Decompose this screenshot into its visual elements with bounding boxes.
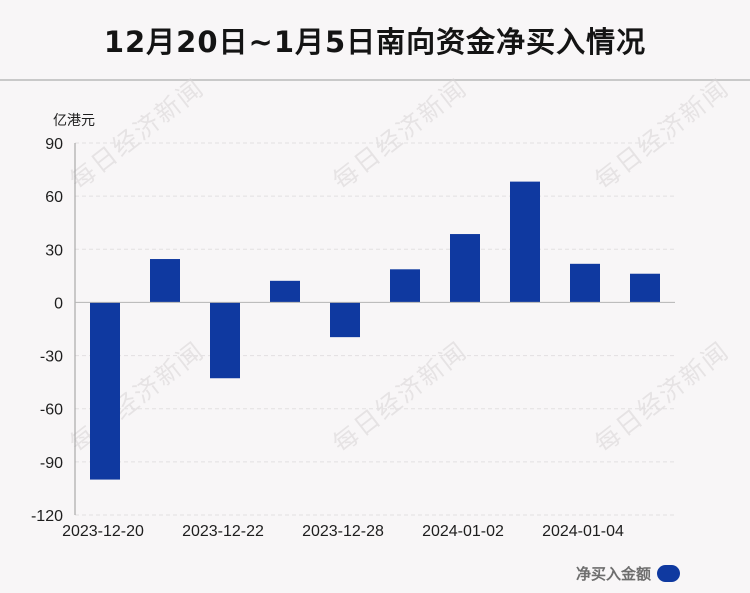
bar: [570, 263, 600, 303]
x-tick-label: 2023-12-20: [62, 523, 144, 540]
x-tick-label: 2024-01-02: [422, 523, 504, 540]
y-tick-label: -120: [31, 508, 63, 525]
bar: [150, 259, 180, 303]
y-tick-label: 90: [45, 136, 63, 153]
bar: [270, 280, 300, 303]
legend-label: 净买入金额: [576, 565, 652, 583]
bar: [510, 181, 540, 303]
x-tick-label: 2024-01-04: [542, 523, 624, 540]
bar: [90, 302, 120, 480]
y-tick-label: 60: [45, 189, 63, 206]
bar: [390, 269, 420, 303]
chart-title: 12月20日~1月5日南向资金净买入情况: [103, 24, 647, 59]
y-tick-label: -30: [40, 349, 63, 366]
legend: 净买入金额: [576, 563, 681, 584]
x-tick-label: 2023-12-28: [302, 523, 384, 540]
y-tick-label: 30: [45, 242, 63, 259]
y-tick-label: -60: [40, 402, 63, 419]
legend-swatch: [657, 565, 681, 582]
y-tick-label: 0: [54, 295, 63, 312]
bar: [210, 302, 240, 379]
bar: [630, 273, 660, 303]
y-unit-label: 亿港元: [53, 113, 95, 129]
y-tick-label: -90: [40, 455, 63, 472]
bar: [450, 234, 480, 303]
x-tick-label: 2023-12-22: [182, 523, 264, 540]
title-bar: 12月20日~1月5日南向资金净买入情况: [0, 0, 750, 81]
bar: [330, 302, 360, 338]
